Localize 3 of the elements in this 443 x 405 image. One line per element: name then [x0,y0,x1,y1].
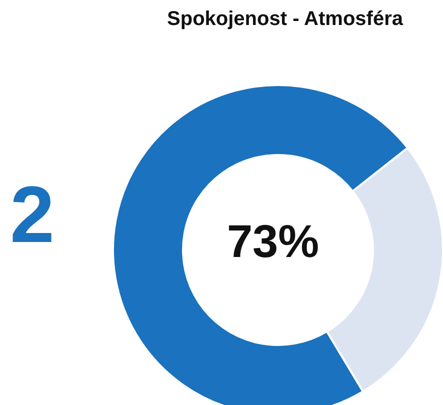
chart-title: Spokojenost - Atmosféra [166,8,404,31]
text: 2 [10,170,54,259]
text: 73% [226,215,320,267]
